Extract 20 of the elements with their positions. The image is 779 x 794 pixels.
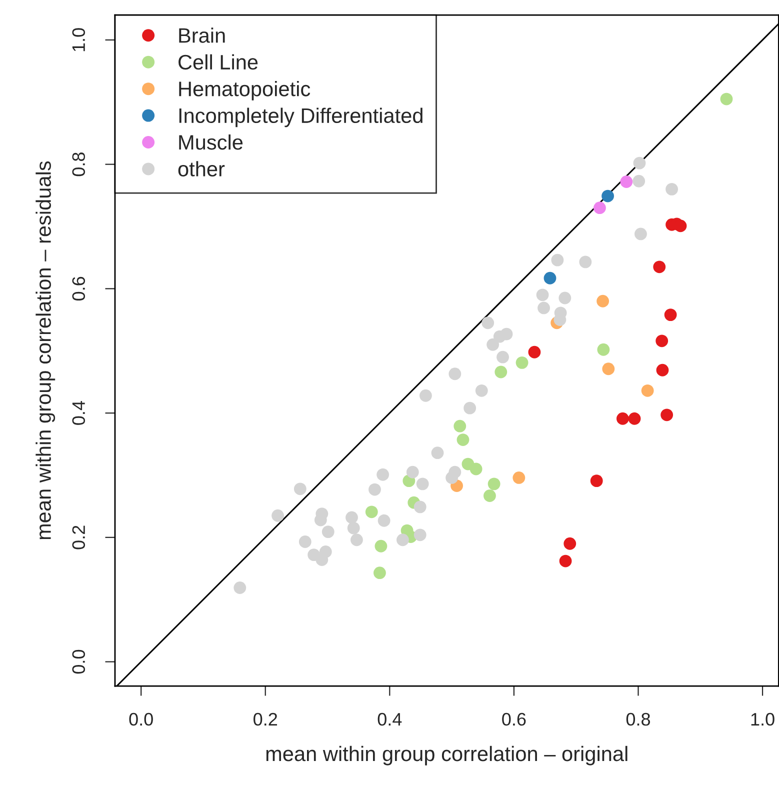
y-tick-label: 1.0 xyxy=(72,28,86,52)
y-tick-label: 0.0 xyxy=(72,650,86,674)
x-tick-label: 0.2 xyxy=(254,712,278,726)
x-tick-label: 0.0 xyxy=(129,712,153,726)
x-axis-title: mean within group correlation – original xyxy=(266,746,628,766)
legend-label: Hematopoietic xyxy=(179,81,310,100)
y-axis-title: mean within group correlation – residuals xyxy=(36,161,56,540)
legend-label: Incompletely Differentiated xyxy=(179,108,422,128)
x-tick-label: 0.4 xyxy=(378,712,402,726)
y-tick-label: 0.4 xyxy=(72,401,86,425)
y-tick-label: 0.2 xyxy=(72,526,86,550)
x-tick-label: 1.0 xyxy=(751,712,774,726)
y-tick-label: 0.6 xyxy=(72,276,86,301)
legend-label: Brain xyxy=(179,28,225,43)
legend-label: Cell Line xyxy=(178,54,258,70)
legend-label: other xyxy=(178,161,225,176)
x-tick-label: 0.8 xyxy=(626,712,650,726)
x-tick-label: 0.6 xyxy=(502,712,526,726)
y-tick-label: 0.8 xyxy=(72,152,86,176)
legend-label: Muscle xyxy=(179,134,243,150)
